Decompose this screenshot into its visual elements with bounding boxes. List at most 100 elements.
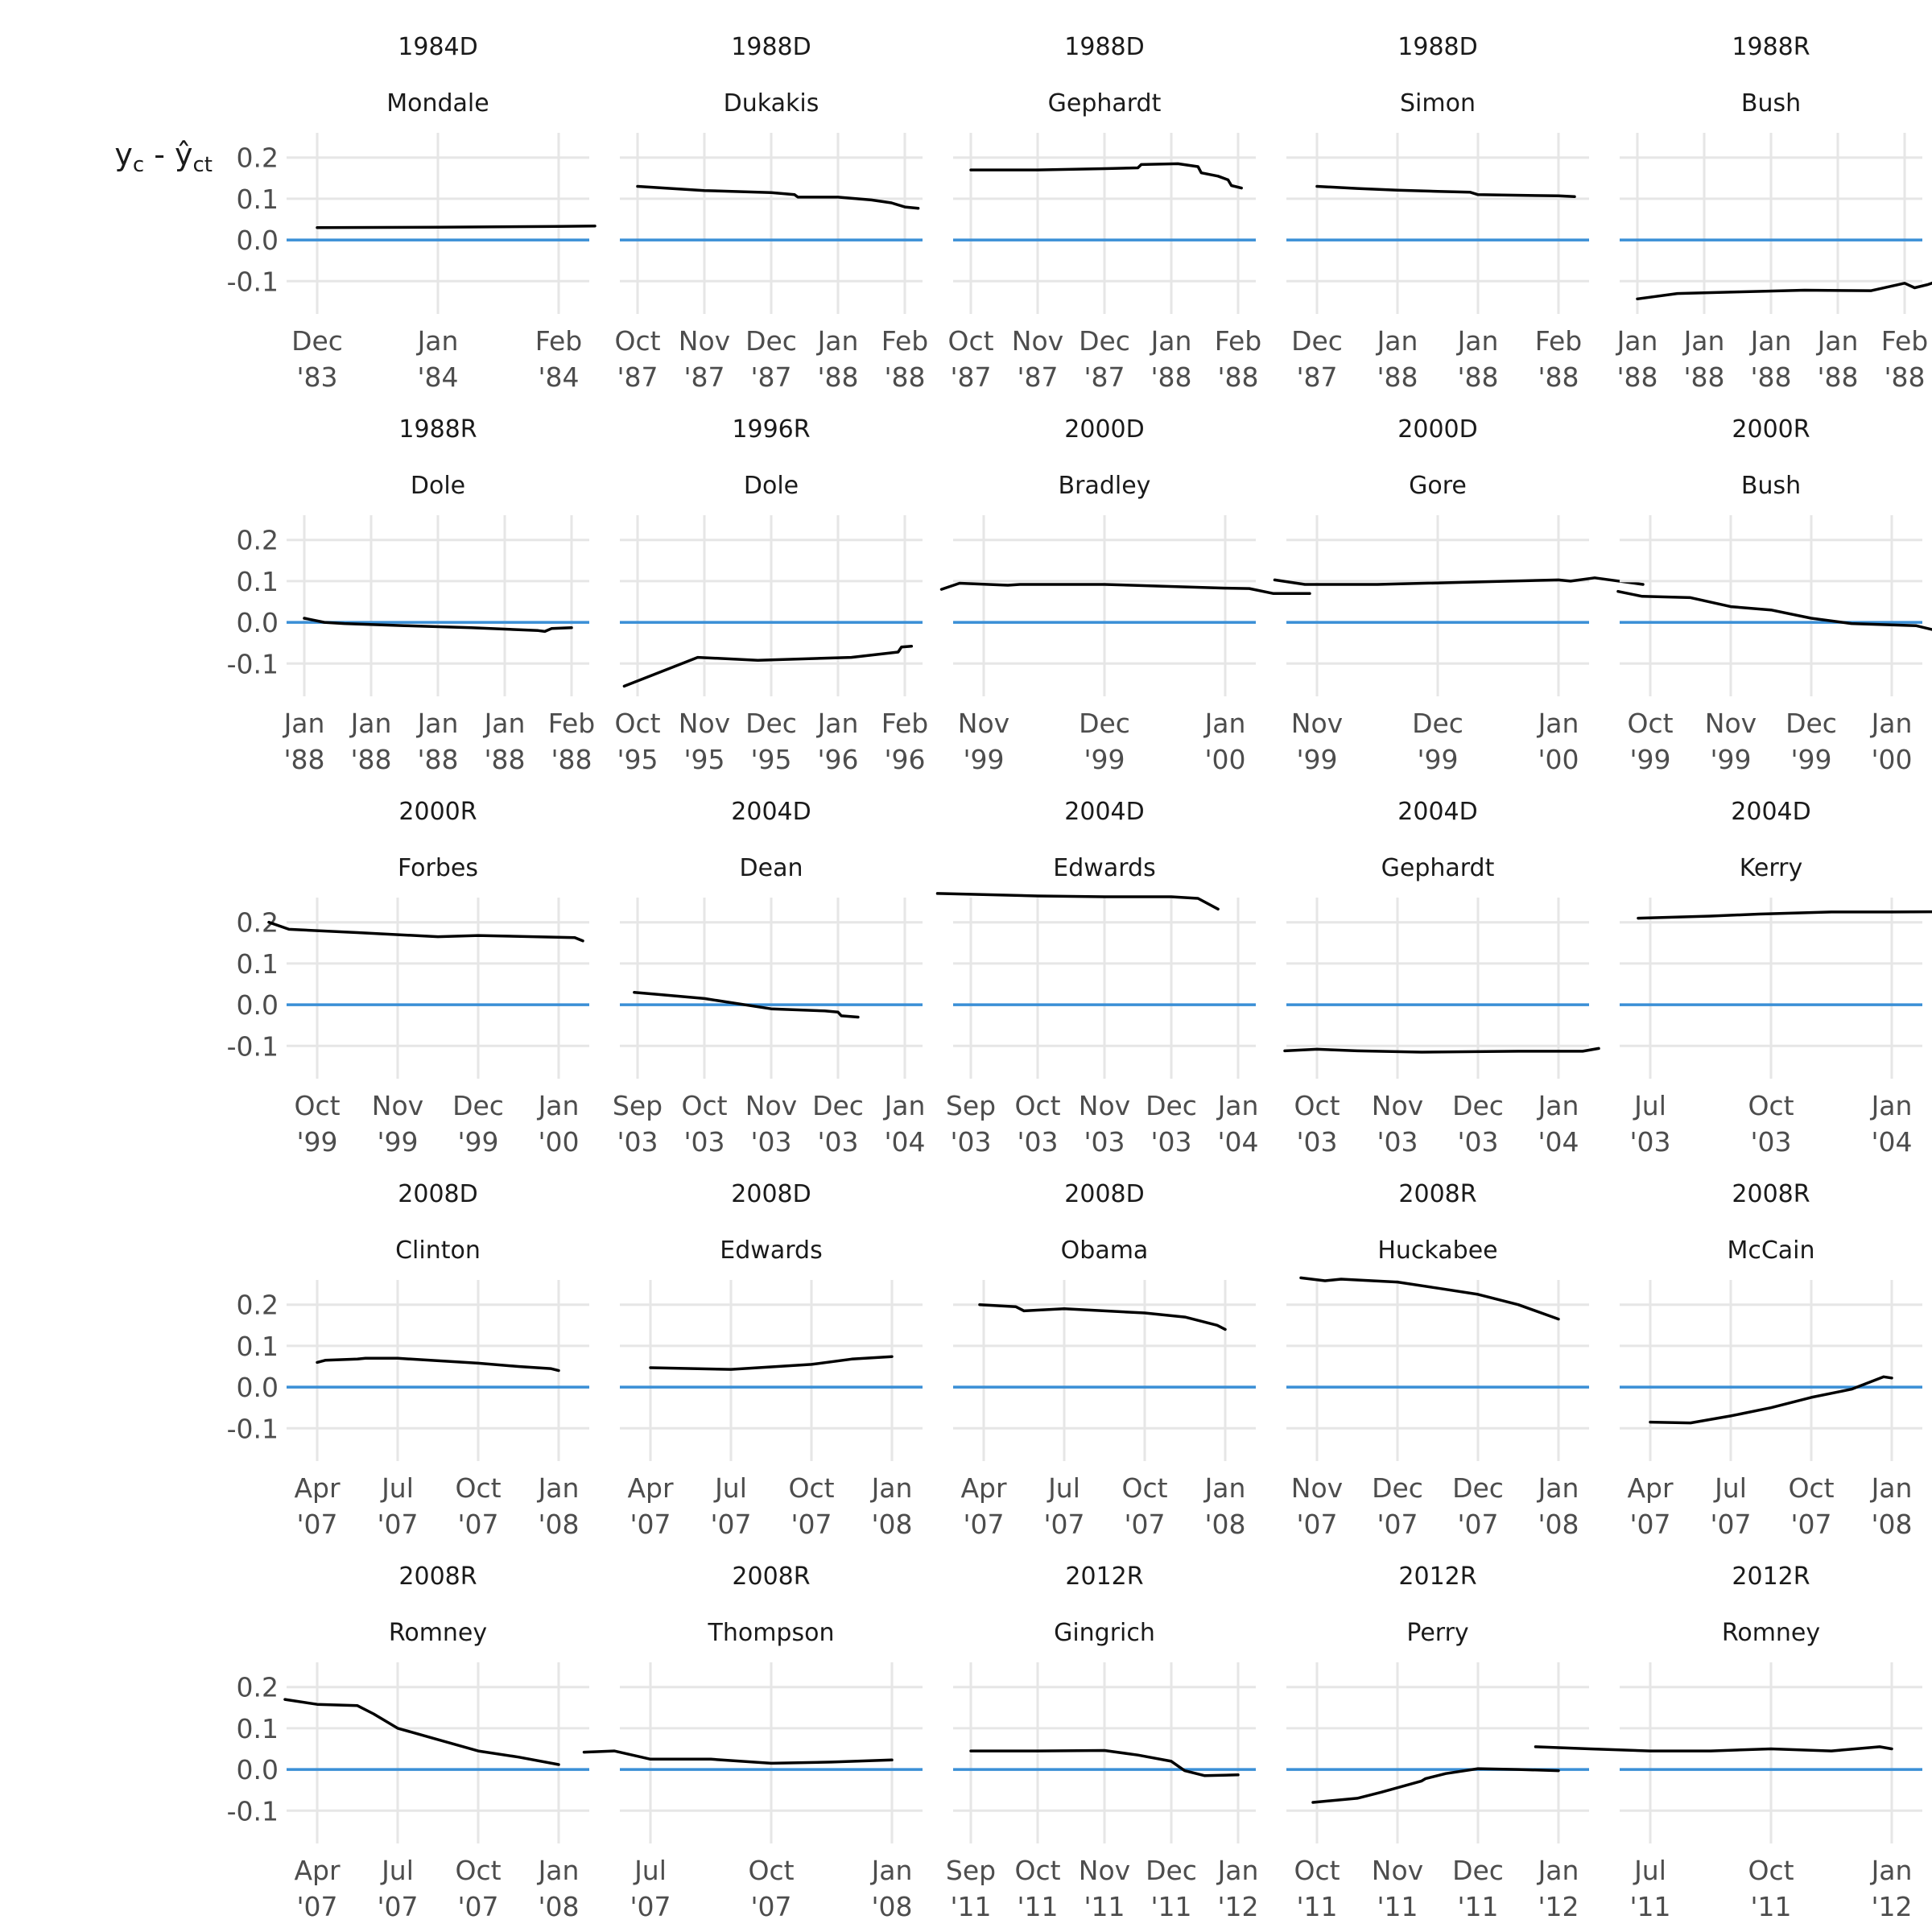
x-tick-label-month: Feb	[881, 325, 928, 357]
y-axis-label-y: y	[114, 137, 133, 172]
x-tick-label-year: '03	[950, 1126, 991, 1158]
x-tick-label-year: '88	[350, 744, 391, 775]
x-tick-label-year: '88	[1683, 361, 1724, 393]
x-tick-label-year: '11	[1017, 1891, 1058, 1922]
x-tick-label-year: '95	[683, 744, 724, 775]
panel-race-label: 1988D	[1064, 33, 1144, 61]
x-tick-label-year: '96	[817, 744, 858, 775]
panel-race-label: 2012R	[1398, 1563, 1476, 1591]
x-tick-label-year: '08	[538, 1509, 579, 1540]
series-line	[316, 1356, 560, 1373]
x-tick-label-month: Jul	[1713, 1472, 1747, 1504]
x-tick-label-month: Jul	[380, 1472, 414, 1504]
x-tick-label-month: Jan	[816, 708, 859, 739]
x-tick-label-month: Oct	[294, 1090, 340, 1121]
y-axis-label-sub-c: c	[133, 153, 144, 177]
panel-1988D-simon: 1988D Simon Dec '87 Jan '88 Jan '88 Feb '88	[1286, 33, 1589, 393]
x-tick-label-year: '11	[1457, 1891, 1498, 1922]
series-line	[1649, 1375, 1893, 1425]
x-tick-label-month: Jan	[1870, 1855, 1913, 1886]
panel-1988R-dole: 1988RDole0.20.10.0-0.1Jan'88Jan'88Jan'88…	[227, 415, 596, 775]
x-tick-label-month: Nov	[745, 1090, 797, 1121]
panel-2004D-edwards: 2004D Edwards Sep '03 Oct '03 Nov '03 Dec '03 Jan '…	[935, 798, 1259, 1158]
y-tick-label: 0.2	[237, 142, 279, 174]
panel-race-label: 2000R	[1732, 415, 1810, 444]
x-tick-label-month: Feb	[1535, 325, 1582, 357]
x-tick-label-month: Oct	[1748, 1090, 1794, 1121]
panel-race-label: 2008R	[1732, 1180, 1810, 1208]
x-tick-label-month: Apr	[627, 1472, 674, 1504]
x-tick-label-year: '88	[1150, 361, 1191, 393]
x-tick-label-year: '88	[1457, 361, 1498, 393]
x-tick-label-month: Oct	[614, 708, 660, 739]
x-tick-label-month: Oct	[614, 325, 660, 357]
panel-2008R-mccain: 2008R McCain Apr '07 Jul '07 Oct '07 Jan '08	[1620, 1180, 1922, 1540]
x-tick-label-month: Sep	[613, 1090, 663, 1121]
x-tick-label-year: '07	[1629, 1509, 1670, 1540]
panel-1996R-dole: 1996R Dole Oct '95 Nov '95 Dec '95 Jan '96 Feb '96	[614, 415, 928, 775]
series-line	[636, 184, 920, 210]
panel-candidate-label: Gephardt	[1048, 89, 1162, 118]
panel-candidate-label: Edwards	[1053, 854, 1155, 882]
x-tick-label-year: '12	[1871, 1891, 1912, 1922]
x-tick-label-month: Dec	[1785, 708, 1837, 739]
x-tick-label-month: Nov	[372, 1090, 423, 1121]
x-tick-label-month: Dec	[1412, 708, 1463, 739]
x-tick-label-month: Jan	[1150, 325, 1192, 357]
y-axis-label-yhat: ŷ	[175, 137, 193, 172]
x-tick-label-month: Jan	[483, 708, 526, 739]
x-tick-label-year: '00	[538, 1126, 579, 1158]
x-tick-label-month: Jan	[537, 1472, 580, 1504]
x-tick-label-month: Oct	[748, 1855, 794, 1886]
y-tick-label: 0.1	[237, 566, 279, 597]
x-tick-label-month: Jan	[1537, 1090, 1579, 1121]
y-tick-label: -0.1	[227, 266, 279, 297]
y-tick-label: -0.1	[227, 1795, 279, 1827]
x-tick-label-month: Jan	[1682, 325, 1725, 357]
x-tick-label-year: '88	[484, 744, 525, 775]
x-tick-label-month: Jan	[1537, 1472, 1579, 1504]
panel-race-label: 1988D	[1397, 33, 1477, 61]
x-tick-label-month: Jan	[1537, 708, 1579, 739]
series-line	[1311, 1767, 1560, 1804]
x-tick-label-month: Nov	[1372, 1090, 1423, 1121]
panel-2008D-clinton: 2008D Clinton 0.2 0.1 0.0 -0.1 Apr '07 Jul '07 Oct…	[227, 1180, 589, 1540]
x-tick-label-month: Jan	[416, 708, 459, 739]
panel-candidate-label: Clinton	[395, 1236, 481, 1265]
panel-race-label: 2000D	[1397, 415, 1477, 444]
x-tick-label-year: '88	[417, 744, 458, 775]
x-tick-label-month: Jan	[1203, 1472, 1246, 1504]
x-tick-label-month: Feb	[881, 708, 928, 739]
panel-candidate-label: Gephardt	[1381, 854, 1495, 882]
x-tick-label-month: Nov	[679, 708, 730, 739]
x-tick-label-year: '07	[1457, 1509, 1498, 1540]
x-tick-label-year: '12	[1217, 1891, 1258, 1922]
x-tick-label-month: Oct	[1788, 1472, 1834, 1504]
series-line	[1283, 1046, 1600, 1054]
x-tick-label-month: Nov	[679, 325, 730, 357]
x-tick-label-month: Dec	[452, 1090, 504, 1121]
panel-candidate-label: Dean	[740, 854, 803, 882]
x-tick-label-year: '08	[1538, 1509, 1579, 1540]
x-tick-label-month: Sep	[946, 1855, 996, 1886]
x-tick-label-month: Dec	[1452, 1090, 1504, 1121]
panel-race-label: 2000R	[398, 798, 477, 826]
panel-candidate-label: Bush	[1741, 472, 1801, 500]
x-tick-label-month: Oct	[947, 325, 993, 357]
panel-2004D-kerry: 2004D Kerry Jul '03 Oct '03 Jan '04	[1620, 798, 1932, 1158]
x-tick-label-year: '88	[1377, 361, 1418, 393]
panel-candidate-label: McCain	[1727, 1236, 1814, 1265]
y-tick-label: 0.1	[237, 1713, 279, 1744]
x-tick-label-year: '99	[1629, 744, 1670, 775]
x-tick-label-year: '87	[950, 361, 991, 393]
x-tick-label-year: '07	[296, 1509, 337, 1540]
series-line	[969, 1748, 1240, 1777]
x-tick-label-month: Jan	[870, 1472, 913, 1504]
x-tick-label-year: '08	[1871, 1509, 1912, 1540]
x-tick-label-year: '08	[871, 1509, 912, 1540]
x-tick-label-month: Jan	[883, 1090, 926, 1121]
x-tick-label-year: '07	[1296, 1509, 1337, 1540]
x-tick-label-month: Jan	[1616, 325, 1658, 357]
x-tick-label-month: Jul	[1046, 1472, 1080, 1504]
